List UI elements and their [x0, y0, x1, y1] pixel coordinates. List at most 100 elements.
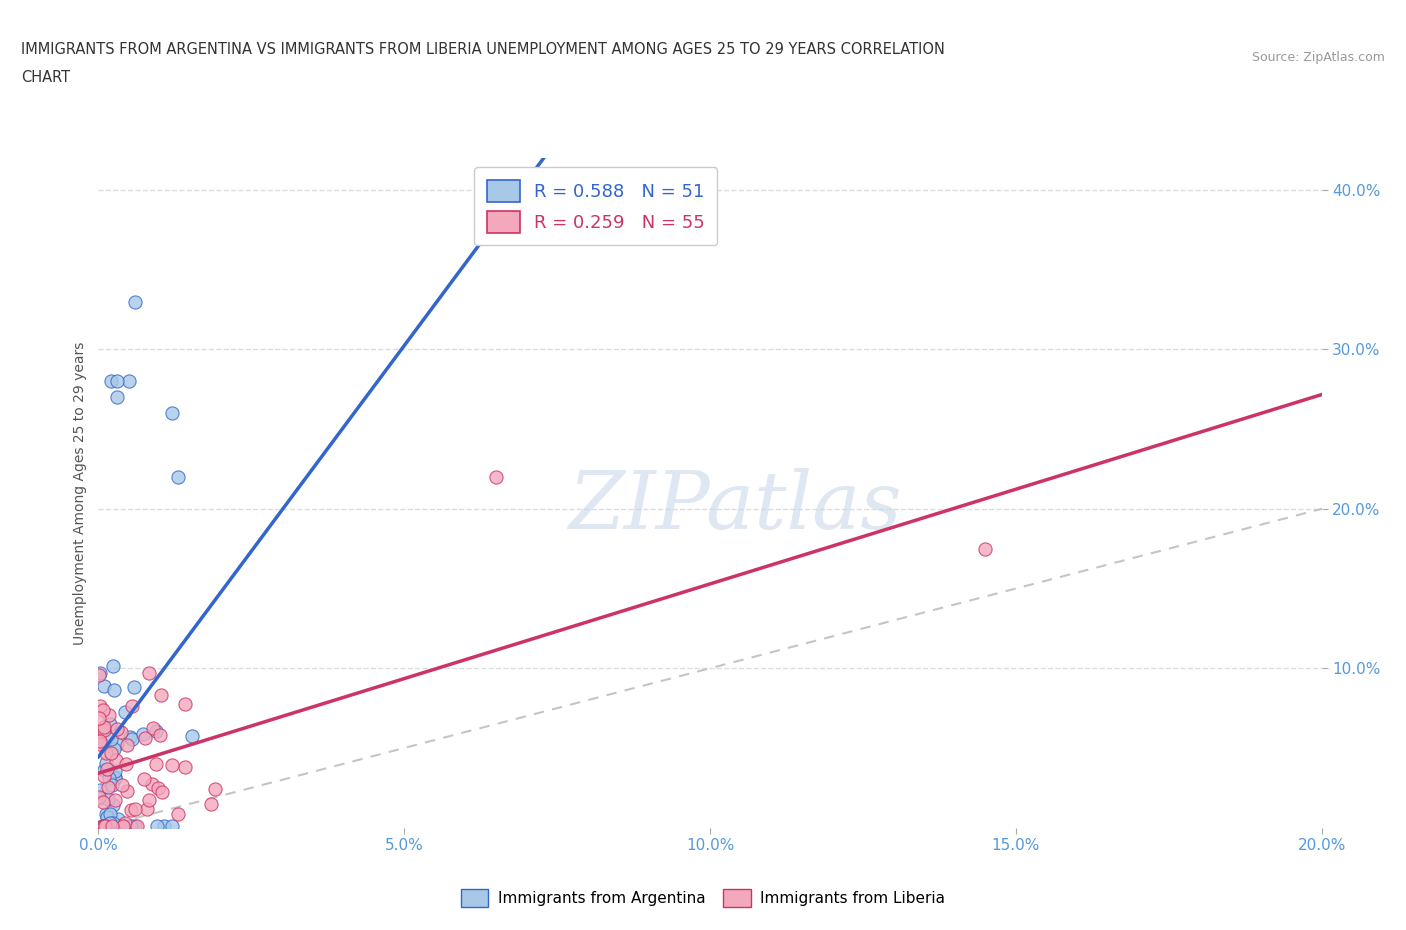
Point — [180, 728, 202, 743]
Point — [173, 697, 195, 711]
Text: Source: ZipAtlas.com: Source: ZipAtlas.com — [1251, 51, 1385, 64]
Point — [93, 768, 115, 783]
Point — [485, 470, 508, 485]
Point — [149, 727, 172, 742]
Point — [91, 795, 114, 810]
Point — [94, 818, 117, 833]
Point — [101, 818, 124, 833]
Point — [96, 762, 118, 777]
Point — [160, 405, 183, 420]
Point — [200, 797, 222, 812]
Point — [118, 729, 141, 744]
Point — [204, 782, 226, 797]
Point — [89, 790, 111, 804]
Point — [145, 724, 167, 738]
Point — [98, 816, 121, 830]
Point — [122, 679, 145, 694]
Point — [127, 818, 149, 833]
Point — [100, 745, 122, 760]
Point — [101, 797, 124, 812]
Point — [167, 806, 190, 821]
Point — [974, 541, 997, 556]
Point — [142, 721, 165, 736]
Point — [174, 759, 197, 774]
Point — [104, 764, 127, 779]
Point — [138, 792, 160, 807]
Text: CHART: CHART — [21, 70, 70, 85]
Point — [141, 777, 163, 791]
Point — [98, 770, 121, 785]
Point — [105, 737, 128, 751]
Point — [146, 818, 169, 833]
Point — [87, 790, 110, 805]
Point — [93, 702, 115, 717]
Point — [101, 777, 124, 792]
Point — [121, 732, 143, 747]
Point — [115, 737, 138, 752]
Point — [132, 726, 155, 741]
Point — [91, 818, 114, 833]
Point — [121, 818, 143, 833]
Point — [134, 731, 156, 746]
Point — [100, 731, 122, 746]
Point — [111, 818, 134, 833]
Point — [96, 809, 118, 824]
Point — [120, 803, 142, 817]
Point — [89, 737, 111, 751]
Legend: Immigrants from Argentina, Immigrants from Liberia: Immigrants from Argentina, Immigrants fr… — [454, 884, 952, 913]
Point — [118, 374, 141, 389]
Text: ZIPatlas: ZIPatlas — [568, 468, 901, 545]
Point — [108, 818, 131, 833]
Point — [89, 666, 111, 681]
Text: IMMIGRANTS FROM ARGENTINA VS IMMIGRANTS FROM LIBERIA UNEMPLOYMENT AMONG AGES 25 : IMMIGRANTS FROM ARGENTINA VS IMMIGRANTS … — [21, 42, 945, 57]
Point — [97, 779, 120, 794]
Point — [90, 818, 112, 833]
Point — [103, 658, 125, 673]
Point — [104, 771, 127, 786]
Point — [110, 724, 132, 739]
Point — [105, 374, 128, 389]
Point — [100, 374, 122, 389]
Point — [93, 763, 115, 777]
Point — [94, 818, 117, 833]
Point — [146, 780, 169, 795]
Point — [101, 818, 124, 833]
Point — [153, 818, 176, 833]
Point — [87, 668, 110, 683]
Point — [167, 470, 190, 485]
Point — [89, 783, 111, 798]
Point — [105, 722, 128, 737]
Point — [105, 752, 128, 767]
Point — [93, 818, 115, 833]
Point — [114, 818, 136, 833]
Point — [160, 818, 183, 833]
Point — [136, 802, 159, 817]
Point — [98, 806, 121, 821]
Point — [115, 784, 138, 799]
Point — [124, 294, 146, 309]
Point — [93, 723, 115, 737]
Point — [114, 704, 136, 719]
Point — [93, 679, 115, 694]
Point — [105, 390, 128, 405]
Point — [89, 698, 111, 713]
Legend: R = 0.588   N = 51, R = 0.259   N = 55: R = 0.588 N = 51, R = 0.259 N = 55 — [474, 167, 717, 246]
Point — [97, 791, 120, 806]
Point — [124, 802, 146, 817]
Point — [104, 769, 127, 784]
Point — [107, 811, 129, 826]
Point — [97, 708, 120, 723]
Point — [121, 698, 143, 713]
Point — [124, 818, 146, 833]
Point — [87, 711, 110, 725]
Point — [150, 687, 173, 702]
Point — [114, 816, 136, 830]
Point — [101, 816, 124, 830]
Point — [96, 745, 118, 760]
Y-axis label: Unemployment Among Ages 25 to 29 years: Unemployment Among Ages 25 to 29 years — [73, 341, 87, 644]
Point — [89, 733, 111, 748]
Point — [93, 719, 115, 734]
Point — [103, 742, 125, 757]
Point — [98, 716, 121, 731]
Point — [94, 806, 117, 821]
